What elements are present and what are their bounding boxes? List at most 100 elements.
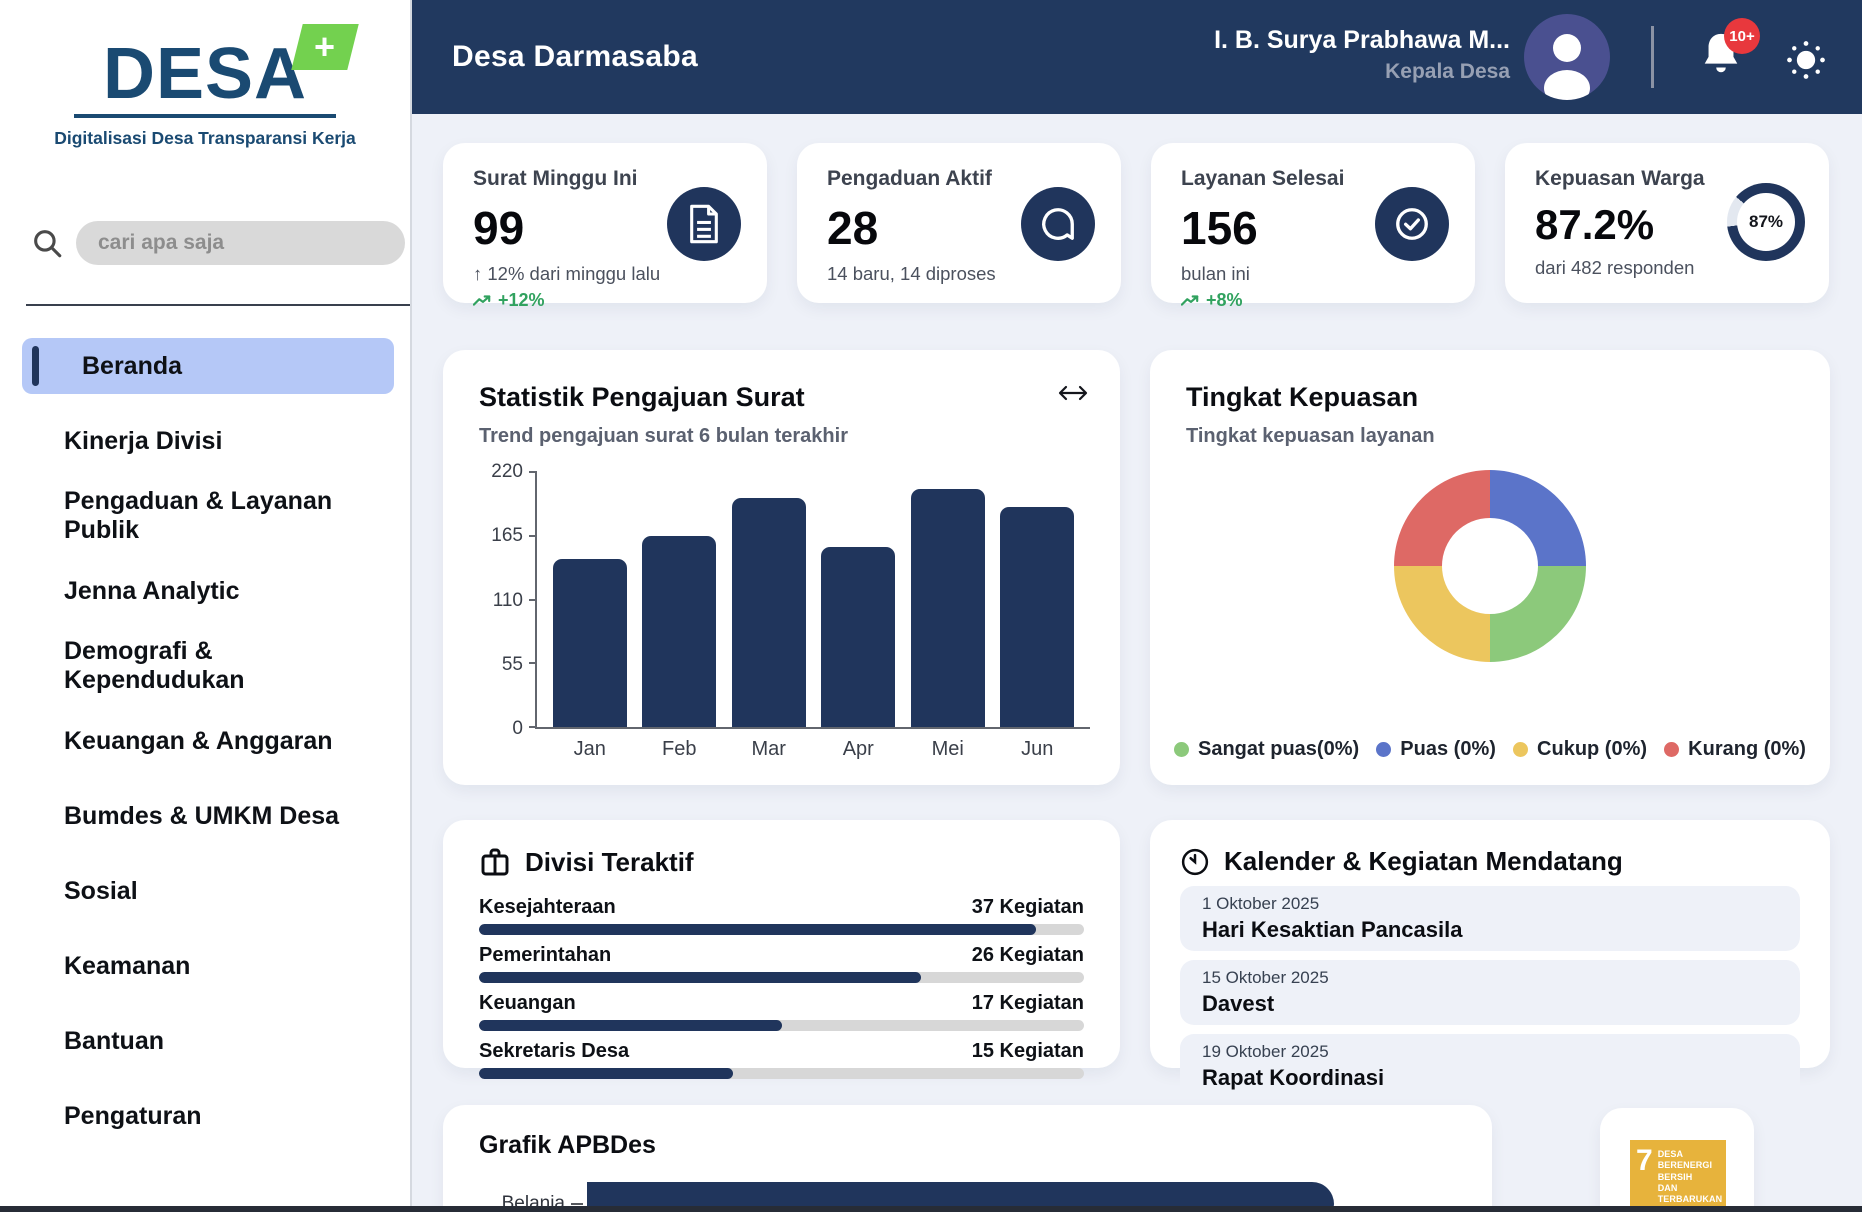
sidebar-divider [26,304,410,306]
y-tick-label: 55 [501,653,523,675]
apbdes-card: Grafik APBDes Belanja [443,1105,1492,1212]
sidebar-item-demografi-kependudukan[interactable]: Demografi & Kependudukan [64,637,245,694]
event-item[interactable]: 15 Oktober 2025 Davest [1180,960,1800,1025]
progress-track [479,972,1084,983]
divisi-label: Kesejahteraan [479,896,616,918]
legend-dot [1174,742,1189,757]
notifications-button[interactable]: 10+ [1698,18,1760,94]
legend-dot [1376,742,1392,757]
event-item[interactable]: 1 Oktober 2025 Hari Kesaktian Pancasila [1180,886,1800,951]
sdg-goal7-tile: 7 DESA BERENERGI BERSIH DAN TERBARUKAN [1630,1140,1726,1212]
sidebar-item-pengaturan[interactable]: Pengaturan [64,1101,202,1130]
stat-trend: +12% [473,290,743,311]
event-date: 15 Oktober 2025 [1202,968,1329,987]
sidebar-item-keuangan-anggaran[interactable]: Keuangan & Anggaran [64,726,333,755]
legend-dot [1513,742,1529,757]
event-title: Davest [1202,991,1275,1016]
bar-apr [821,547,896,727]
sdg-card: 7 DESA BERENERGI BERSIH DAN TERBARUKAN [1600,1108,1754,1212]
progress-track [479,1020,1084,1031]
legend-item-sangat-puas-0: Sangat puas(0%) [1174,738,1359,761]
sidebar-nav: Beranda Kinerja Divisi Pengaduan & Layanan… [22,338,394,1163]
divisi-value: 37 Kegiatan [971,896,1084,918]
sdg-line: DESA [1657,1149,1684,1159]
donut-legend: Sangat puas(0%) Puas (0%) Cukup (0%) Kurang… [1174,738,1806,761]
page-title: Desa Darmasaba [452,40,699,73]
stat-subtext: dari 482 responden [1535,257,1695,278]
axis-tick [571,1203,583,1205]
chart-card-surat: Statistik Pengajuan Surat Trend pengajua… [443,350,1120,785]
chart-card-kepuasan: Tingkat Kepuasan Tingkat kepuasan layana… [1150,350,1830,785]
sidebar-item-pengaduan-layanan-publik[interactable]: Pengaduan & Layanan Publik [64,487,333,544]
y-tick-label: 110 [492,589,523,611]
user-name: I. B. Surya Prabhawa M... [1214,26,1510,54]
bar-mei [910,489,985,727]
progress-track [479,924,1084,935]
x-tick-label: Feb [662,738,697,760]
briefcase-icon [481,848,509,876]
chart-subtitle: Tingkat kepuasan layanan [1186,425,1435,447]
y-tick-mark [529,662,537,665]
sidebar-item-keamanan[interactable]: Keamanan [64,951,191,980]
stat-value: 28 [827,202,879,254]
search-icon [34,230,62,258]
expand-horizontal-icon[interactable] [1056,380,1090,406]
sidebar: DESA + Digitalisasi Desa Transparansi Ke… [0,0,412,1212]
user-info: I. B. Surya Prabhawa M... Kepala Desa [1214,26,1510,84]
legend-dot [1664,742,1680,757]
document-icon [690,204,718,244]
logo-text: DESA [102,34,308,114]
stat-value: 87.2% [1535,201,1655,248]
divisi-value: 17 Kegiatan [971,992,1084,1014]
stat-card-kepuasan: Kepuasan Warga 87.2% dari 482 responden … [1505,143,1829,303]
sidebar-item-sosial[interactable]: Sosial [64,876,138,905]
sidebar-item-kinerja-divisi[interactable]: Kinerja Divisi [64,426,223,455]
chat-bubble-icon [1042,208,1074,240]
bar-chart: 0 55 110 165 220 Jan Feb Mar Apr Mei Jun [479,461,1090,760]
stat-subtext: bulan ini [1181,263,1250,284]
stat-subtext: ↑ 12% dari minggu lalu [473,263,661,284]
progress-track [479,1068,1084,1079]
y-tick-mark [529,726,537,728]
trending-up-icon [473,294,491,306]
section-title: Kalender & Kegiatan Mendatang [1224,846,1623,876]
bar-jun [1000,506,1075,727]
divisi-value: 26 Kegiatan [971,944,1084,966]
divisi-value: 15 Kegiatan [971,1040,1084,1062]
chart-title: Statistik Pengajuan Surat [479,382,805,412]
progress-fill [479,972,921,983]
sidebar-item-bumdes-umkm-desa[interactable]: Bumdes & UMKM Desa [64,801,340,830]
divisi-row: Keuangan 17 Kegiatan [479,992,1084,1031]
divisi-label: Pemerintahan [479,944,612,966]
stat-label: Pengaduan Aktif [827,167,992,190]
sun-icon [1787,41,1825,79]
donut-chart [1394,470,1586,662]
event-item[interactable]: 19 Oktober 2025 Rapat Koordinasi [1180,1034,1800,1099]
progress-fill [479,1020,782,1031]
top-header: Desa Darmasaba I. B. Surya Prabhawa M...… [412,0,1862,114]
trending-up-icon [1181,294,1199,306]
user-role: Kepala Desa [1385,60,1510,83]
event-date: 1 Oktober 2025 [1202,894,1320,913]
stat-value: 156 [1181,202,1258,254]
stat-label: Layanan Selesai [1181,167,1345,190]
sdg-line: BERENERGI BERSIH [1657,1160,1713,1182]
avatar[interactable] [1524,14,1610,100]
divisi-label: Keuangan [479,992,576,1014]
sidebar-item-bantuan[interactable]: Bantuan [64,1026,164,1055]
x-tick-label: Mei [931,738,964,760]
theme-toggle-button[interactable] [1784,38,1828,82]
calendar-card: Kalender & Kegiatan Mendatang 1 Oktober … [1150,820,1830,1099]
bar-feb [642,535,717,727]
legend-item-puas-0: Puas (0%) [1376,738,1496,761]
chart-title: Tingkat Kepuasan [1186,382,1419,412]
sidebar-item-beranda[interactable]: Beranda [22,338,394,394]
sidebar-item-jenna-analytic[interactable]: Jenna Analytic [64,576,240,605]
search-input[interactable] [76,221,405,265]
logo-plus-badge: + [291,24,359,70]
clock-icon [1181,848,1209,875]
event-title: Hari Kesaktian Pancasila [1202,917,1463,942]
check-circle-icon [1396,208,1428,240]
x-tick-label: Mar [751,738,786,760]
